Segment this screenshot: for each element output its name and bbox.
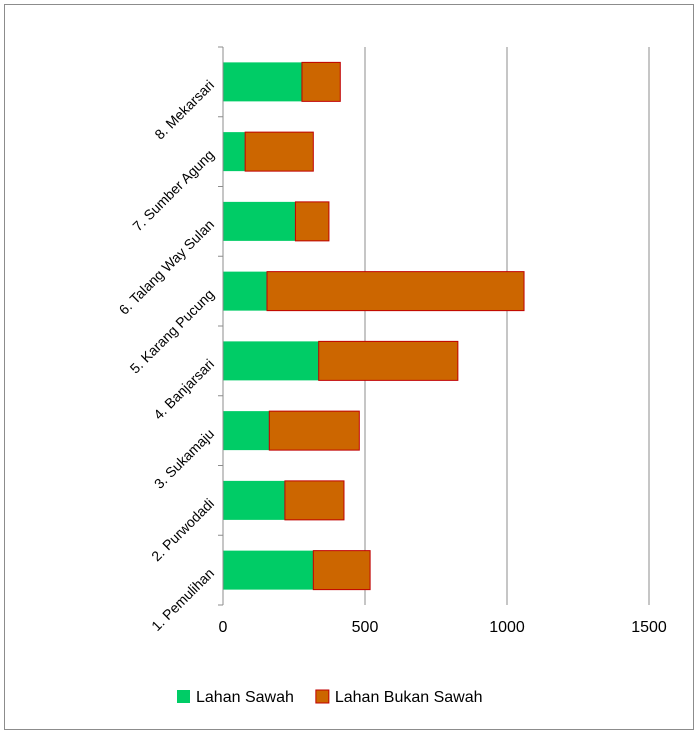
bar-lahan-bukan-sawah-1 (312, 550, 371, 591)
bar-lahan-bukan-sawah-2 (284, 480, 345, 521)
category-label-8: 8. Mekarsari (151, 77, 217, 143)
bar-lahan-bukan-sawah-7 (244, 131, 314, 172)
category-label-2: 2. Purwodadi (148, 495, 217, 564)
legend: Lahan Sawah Lahan Bukan Sawah (177, 689, 483, 706)
x-tick-label-1500: 1500 (631, 619, 667, 636)
legend-swatch-lahan-sawah (177, 690, 190, 703)
bar-lahan-sawah-7 (223, 132, 246, 172)
bar-lahan-sawah-3 (223, 411, 270, 451)
legend-swatch-lahan-bukan-sawah (315, 689, 330, 704)
bar-lahan-bukan-sawah-4 (318, 340, 459, 381)
bar-lahan-bukan-sawah-8 (301, 61, 341, 102)
category-label-4: 4. Banjarsari (150, 356, 217, 423)
bar-lahan-bukan-sawah-3 (268, 410, 360, 451)
category-label-3: 3. Sukamaju (151, 425, 217, 491)
legend-label-lahan-bukan-sawah: Lahan Bukan Sawah (335, 689, 483, 706)
x-tick-label-1000: 1000 (489, 619, 525, 636)
bar-lahan-sawah-5 (223, 271, 268, 311)
bar-lahan-sawah-8 (223, 62, 302, 102)
category-label-1: 1. Pemulihan (148, 565, 217, 634)
bars (223, 61, 525, 591)
bar-lahan-sawah-4 (223, 341, 319, 381)
legend-label-lahan-sawah: Lahan Sawah (196, 689, 294, 706)
bar-lahan-bukan-sawah-6 (294, 201, 330, 242)
bar-lahan-bukan-sawah-5 (266, 271, 525, 312)
grid-lines (364, 47, 650, 605)
x-tick-label-500: 500 (352, 619, 379, 636)
bar-lahan-sawah-6 (223, 201, 296, 241)
bar-lahan-sawah-1 (223, 550, 314, 590)
x-tick-label-0: 0 (219, 619, 228, 636)
bar-lahan-sawah-2 (223, 480, 285, 520)
